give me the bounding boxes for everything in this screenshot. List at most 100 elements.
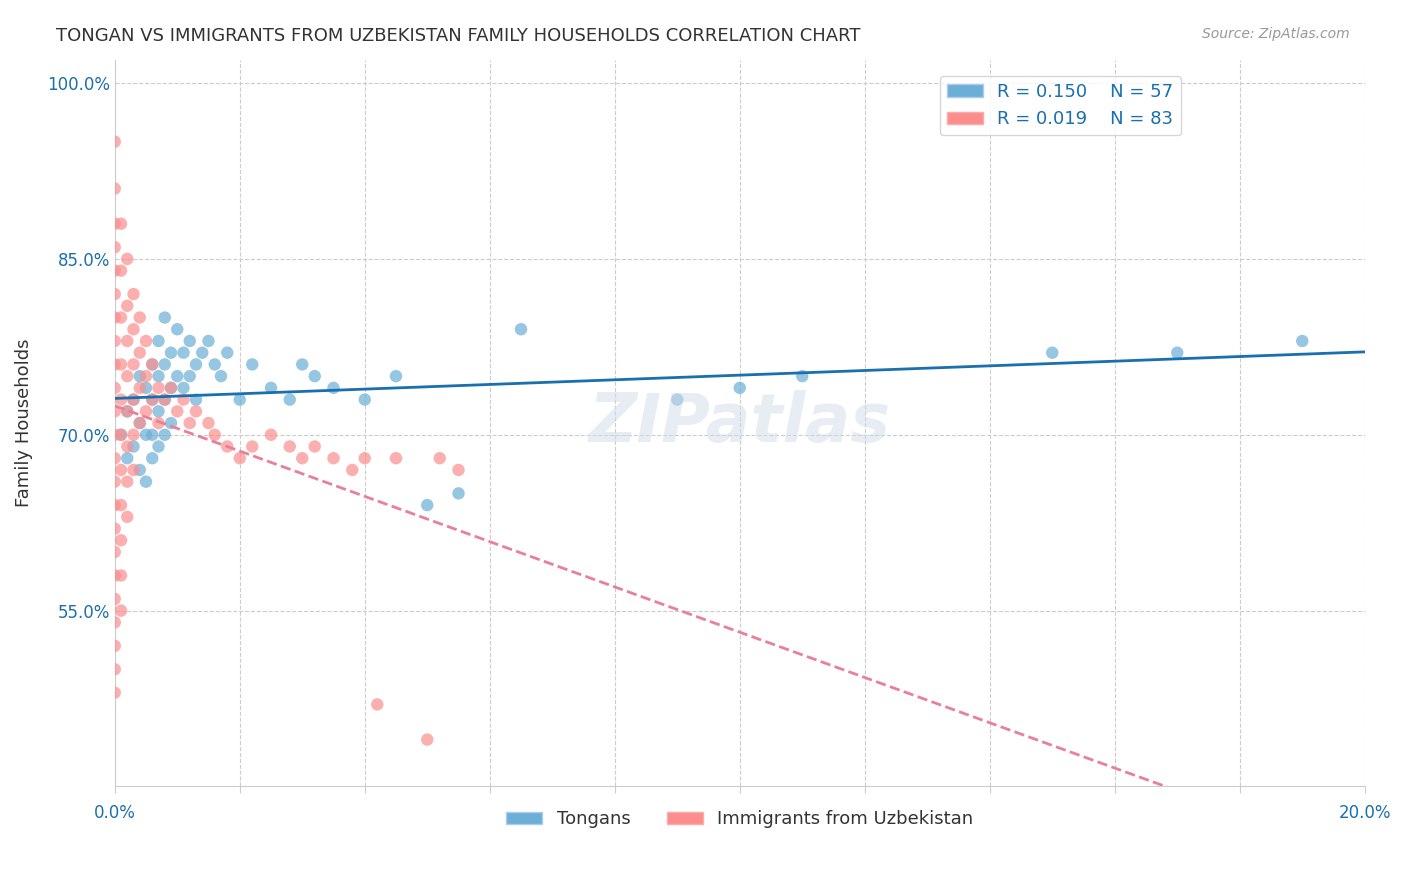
Text: Source: ZipAtlas.com: Source: ZipAtlas.com — [1202, 27, 1350, 41]
Point — [510, 322, 533, 336]
Point — [141, 427, 163, 442]
Point — [179, 416, 201, 430]
Legend: Tongans, Immigrants from Uzbekistan: Tongans, Immigrants from Uzbekistan — [499, 803, 980, 836]
Point — [1040, 345, 1063, 359]
Point — [160, 381, 183, 395]
Text: 20.0%: 20.0% — [1339, 804, 1391, 822]
Point — [135, 427, 157, 442]
Point — [179, 334, 201, 348]
Point — [322, 381, 344, 395]
Point — [1166, 345, 1188, 359]
Point — [148, 440, 170, 454]
Point — [141, 451, 163, 466]
Point — [322, 451, 344, 466]
Point — [117, 299, 139, 313]
Point — [304, 369, 326, 384]
Point — [104, 686, 127, 700]
Point — [416, 732, 439, 747]
Point — [110, 263, 132, 277]
Point — [110, 217, 132, 231]
Point — [104, 498, 127, 512]
Point — [166, 322, 188, 336]
Point — [117, 509, 139, 524]
Point — [135, 475, 157, 489]
Point — [353, 451, 375, 466]
Text: ZIPatlas: ZIPatlas — [589, 390, 891, 456]
Point — [110, 604, 132, 618]
Point — [217, 345, 239, 359]
Point — [135, 369, 157, 384]
Point — [666, 392, 689, 407]
Point — [104, 310, 127, 325]
Point — [148, 416, 170, 430]
Point — [110, 533, 132, 548]
Point — [122, 287, 145, 301]
Point — [278, 440, 301, 454]
Point — [122, 392, 145, 407]
Point — [792, 369, 814, 384]
Point — [184, 392, 207, 407]
Point — [122, 392, 145, 407]
Point — [104, 522, 127, 536]
Point — [141, 392, 163, 407]
Point — [122, 427, 145, 442]
Point — [128, 369, 150, 384]
Point — [385, 451, 408, 466]
Point — [110, 392, 132, 407]
Y-axis label: Family Households: Family Households — [15, 339, 32, 508]
Point — [291, 451, 314, 466]
Point — [104, 358, 127, 372]
Point — [447, 486, 470, 500]
Point — [148, 334, 170, 348]
Point — [217, 440, 239, 454]
Point — [104, 287, 127, 301]
Point — [153, 392, 176, 407]
Point — [135, 334, 157, 348]
Point — [104, 427, 127, 442]
Point — [166, 404, 188, 418]
Point — [197, 416, 219, 430]
Point — [122, 358, 145, 372]
Point — [110, 427, 132, 442]
Point — [104, 334, 127, 348]
Point — [135, 381, 157, 395]
Point — [104, 240, 127, 254]
Point — [148, 404, 170, 418]
Point — [117, 369, 139, 384]
Point — [260, 427, 283, 442]
Point — [128, 310, 150, 325]
Point — [385, 369, 408, 384]
Point — [342, 463, 364, 477]
Point — [353, 392, 375, 407]
Text: TONGAN VS IMMIGRANTS FROM UZBEKISTAN FAMILY HOUSEHOLDS CORRELATION CHART: TONGAN VS IMMIGRANTS FROM UZBEKISTAN FAM… — [56, 27, 860, 45]
Point — [160, 381, 183, 395]
Point — [229, 392, 252, 407]
Point — [366, 698, 388, 712]
Point — [122, 463, 145, 477]
Point — [104, 568, 127, 582]
Point — [104, 181, 127, 195]
Point — [184, 404, 207, 418]
Point — [128, 463, 150, 477]
Point — [104, 451, 127, 466]
Point — [153, 358, 176, 372]
Text: 0.0%: 0.0% — [94, 804, 136, 822]
Point — [128, 416, 150, 430]
Point — [173, 381, 195, 395]
Point — [153, 427, 176, 442]
Point — [110, 498, 132, 512]
Point — [429, 451, 451, 466]
Point — [104, 545, 127, 559]
Point — [240, 440, 263, 454]
Point — [110, 463, 132, 477]
Point — [204, 427, 226, 442]
Point — [141, 358, 163, 372]
Point — [104, 217, 127, 231]
Point — [291, 358, 314, 372]
Point — [229, 451, 252, 466]
Point — [104, 615, 127, 630]
Point — [117, 440, 139, 454]
Point — [117, 404, 139, 418]
Point — [173, 392, 195, 407]
Point — [204, 358, 226, 372]
